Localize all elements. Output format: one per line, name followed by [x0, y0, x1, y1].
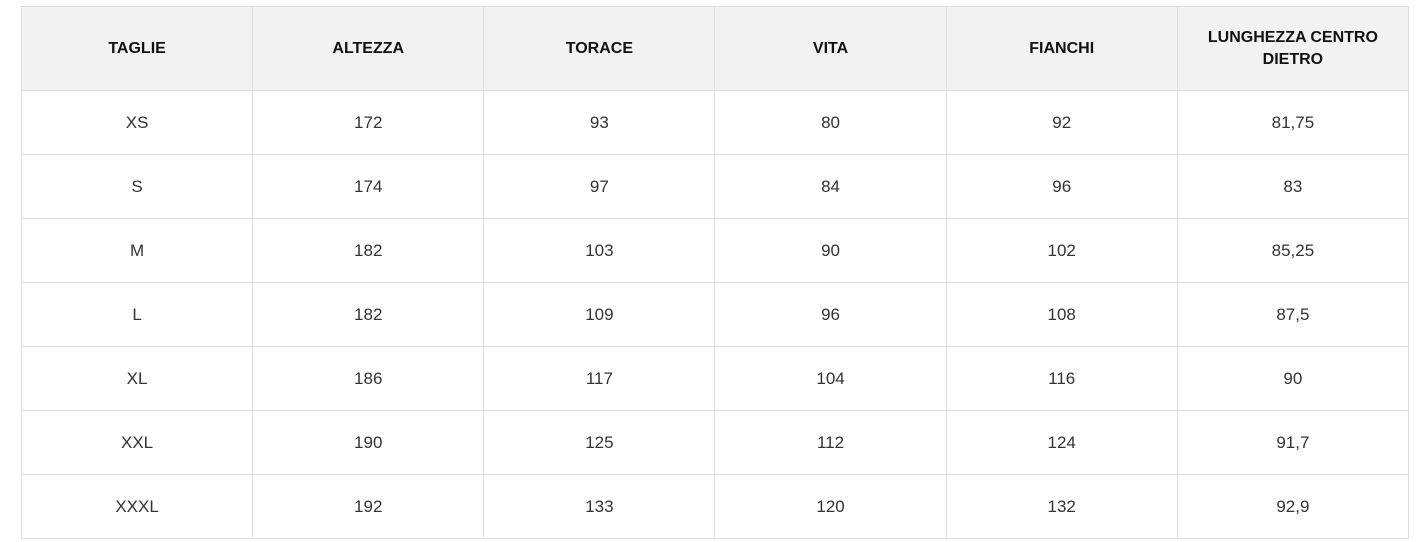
table-body: XS 172 93 80 92 81,75 S 174 97 84 96 83 M 182 103 90 102… [20, 90, 1410, 539]
header-cell: ALTEZZA [252, 6, 485, 91]
table-cell: 125 [483, 410, 716, 475]
table-cell: 133 [483, 474, 716, 539]
table-row: XXXL 192 133 120 132 92,9 [20, 474, 1410, 539]
table-row: XS 172 93 80 92 81,75 [20, 90, 1410, 155]
table-cell: 97 [483, 154, 716, 219]
table-cell: 104 [714, 346, 947, 411]
table-cell: 90 [1176, 346, 1410, 411]
table-cell: L [20, 282, 254, 347]
table-cell: 81,75 [1176, 90, 1410, 155]
table-cell: 182 [252, 218, 485, 283]
table-row: M 182 103 90 102 85,25 [20, 218, 1410, 283]
table-row: S 174 97 84 96 83 [20, 154, 1410, 219]
table-cell: 112 [714, 410, 947, 475]
table-cell: 124 [945, 410, 1178, 475]
table-cell: XS [20, 90, 254, 155]
table-cell: 116 [945, 346, 1178, 411]
table-cell: 132 [945, 474, 1178, 539]
table-cell: 120 [714, 474, 947, 539]
header-cell: LUNGHEZZA CENTRO DIETRO [1176, 6, 1410, 91]
size-table: TAGLIE ALTEZZA TORACE VITA FIANCHI LUNGHEZZA … [20, 6, 1410, 539]
table-row: XL 186 117 104 116 90 [20, 346, 1410, 411]
table-cell: 192 [252, 474, 485, 539]
table-cell: M [20, 218, 254, 283]
table-cell: 84 [714, 154, 947, 219]
table-cell: 103 [483, 218, 716, 283]
table-cell: 117 [483, 346, 716, 411]
table-cell: 90 [714, 218, 947, 283]
table-cell: XXL [20, 410, 254, 475]
table-cell: 174 [252, 154, 485, 219]
table-cell: 96 [945, 154, 1178, 219]
table-cell: XXXL [20, 474, 254, 539]
table-cell: 182 [252, 282, 485, 347]
table-row: XXL 190 125 112 124 91,7 [20, 410, 1410, 475]
table-cell: 80 [714, 90, 947, 155]
header-cell: FIANCHI [945, 6, 1178, 91]
table-cell: 172 [252, 90, 485, 155]
header-cell: TORACE [483, 6, 716, 91]
table-cell: 190 [252, 410, 485, 475]
table-cell: 108 [945, 282, 1178, 347]
table-cell: S [20, 154, 254, 219]
header-cell: TAGLIE [20, 6, 254, 91]
header-cell: VITA [714, 6, 947, 91]
table-cell: 92 [945, 90, 1178, 155]
table-cell: 92,9 [1176, 474, 1410, 539]
table-cell: 85,25 [1176, 218, 1410, 283]
table-cell: 109 [483, 282, 716, 347]
table-cell: 96 [714, 282, 947, 347]
table-cell: 102 [945, 218, 1178, 283]
table-cell: 186 [252, 346, 485, 411]
table-row: L 182 109 96 108 87,5 [20, 282, 1410, 347]
header-row: TAGLIE ALTEZZA TORACE VITA FIANCHI LUNGHEZZA … [20, 6, 1410, 91]
table-cell: 83 [1176, 154, 1410, 219]
table-cell: 91,7 [1176, 410, 1410, 475]
table-header: TAGLIE ALTEZZA TORACE VITA FIANCHI LUNGHEZZA … [20, 6, 1410, 91]
table-cell: XL [20, 346, 254, 411]
table-cell: 93 [483, 90, 716, 155]
table-cell: 87,5 [1176, 282, 1410, 347]
size-table-container: TAGLIE ALTEZZA TORACE VITA FIANCHI LUNGHEZZA … [20, 6, 1410, 539]
